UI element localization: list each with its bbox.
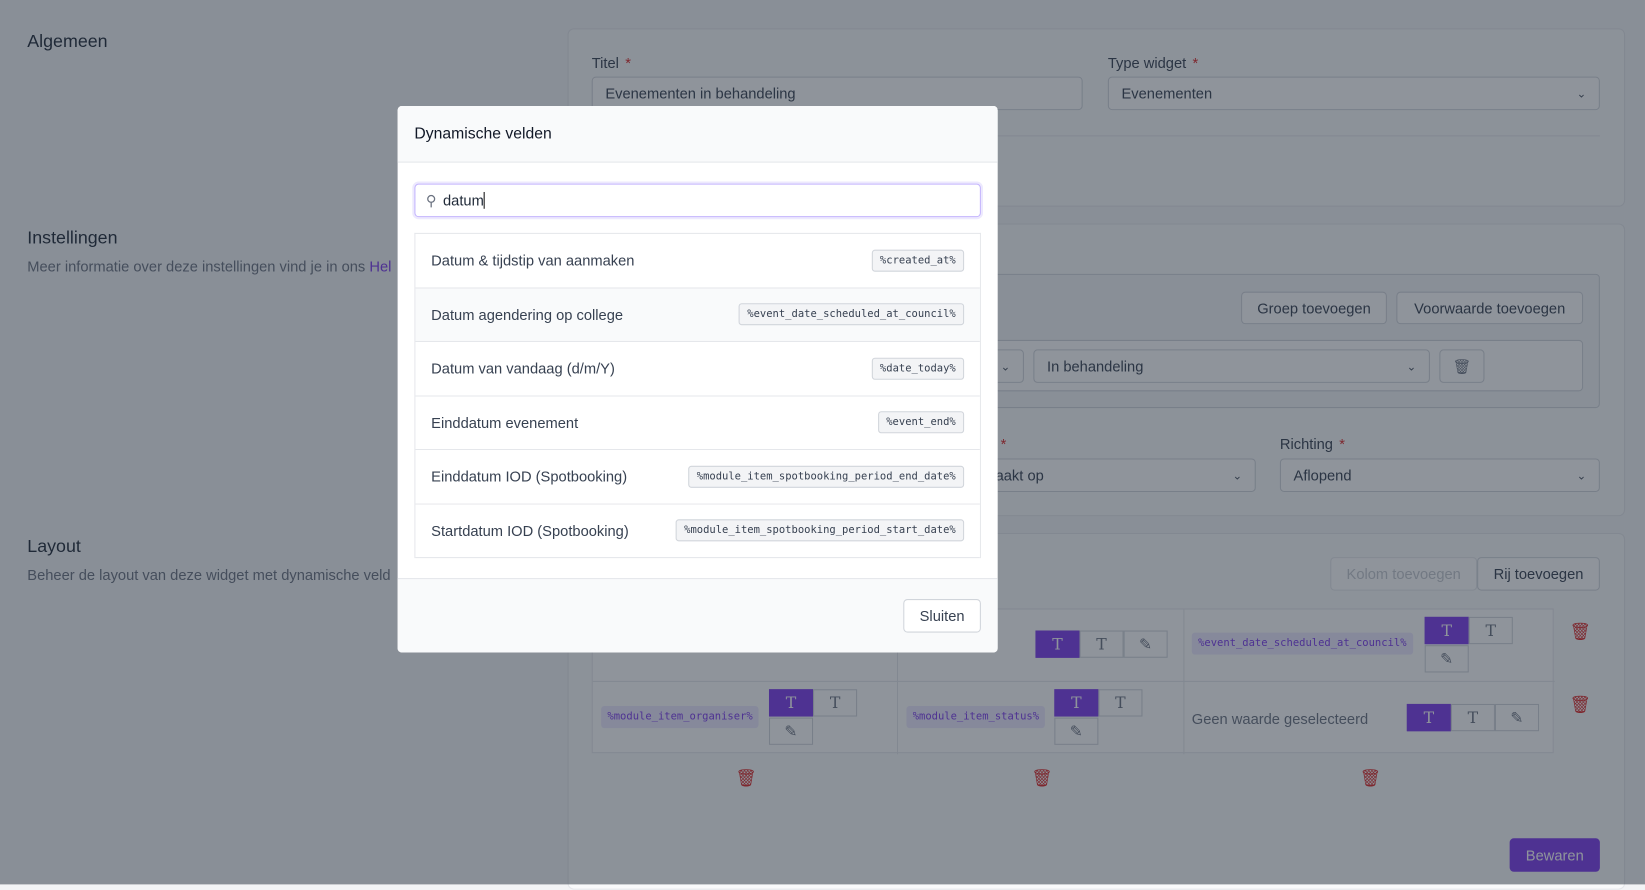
field-code: %module_item_spotbooking_period_start_da…: [675, 519, 965, 542]
field-code: %date_today%: [871, 357, 965, 380]
field-label: Einddatum evenement: [431, 414, 579, 431]
dynamic-field-list: Datum & tijdstip van aanmaken %created_at…: [414, 232, 981, 559]
field-label: Startdatum IOD (Spotbooking): [431, 522, 629, 539]
dynamic-fields-modal: Dynamische velden ⚲ datum Datum & tijdst…: [397, 105, 998, 653]
dynamic-field-item[interactable]: Einddatum IOD (Spotbooking) %module_item_…: [415, 450, 980, 505]
search-input[interactable]: ⚲ datum: [414, 183, 981, 218]
modal-footer: [397, 578, 998, 653]
dynamic-field-item[interactable]: Datum & tijdstip van aanmaken %created_at…: [415, 233, 980, 288]
field-code: %module_item_spotbooking_period_end_date…: [688, 465, 965, 488]
close-button[interactable]: Sluiten: [903, 599, 981, 633]
modal-title: Dynamische velden: [397, 105, 998, 163]
dynamic-field-item[interactable]: Einddatum evenement %event_end%: [415, 396, 980, 451]
field-code: %event_date_scheduled_at_council%: [738, 303, 965, 326]
dynamic-field-item[interactable]: Datum van vandaag (d/m/Y) %date_today%: [415, 342, 980, 397]
field-code: %event_end%: [877, 411, 965, 434]
dynamic-field-item[interactable]: Datum agendering op college %event_date_s…: [415, 287, 980, 343]
dynamic-field-item[interactable]: Startdatum IOD (Spotbooking) %module_item…: [415, 504, 980, 559]
field-label: Einddatum IOD (Spotbooking): [431, 468, 628, 485]
field-code: %created_at%: [871, 249, 965, 272]
field-label: Datum van vandaag (d/m/Y): [431, 360, 615, 377]
field-label: Datum agendering op college: [431, 306, 624, 323]
field-label: Datum & tijdstip van aanmaken: [431, 252, 635, 269]
search-icon: ⚲: [425, 191, 437, 209]
